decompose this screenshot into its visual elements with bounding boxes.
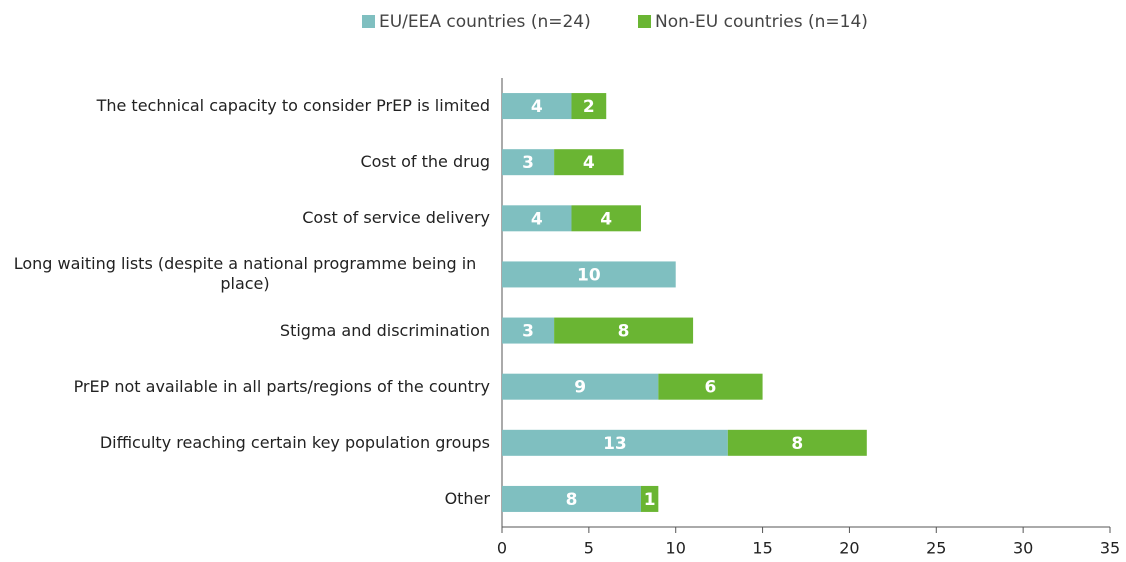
category-text: PrEP not available in all parts/regions … (73, 376, 490, 396)
category-label-box: PrEP not available in all parts/regions … (0, 359, 490, 415)
value-label: 10 (577, 265, 601, 285)
bar (502, 317, 555, 344)
category-text: Difficulty reaching certain key populati… (99, 432, 490, 452)
bar (502, 485, 641, 512)
x-tick-label: 0 (497, 539, 507, 558)
category-label: Difficulty reaching certain key populati… (0, 415, 490, 471)
value-label: 1 (644, 490, 656, 510)
x-tick-label: 30 (1013, 539, 1033, 558)
category-text: The technical capacity to consider PrEP … (96, 96, 490, 116)
category-label-box: Difficulty reaching certain key populati… (0, 415, 490, 471)
category-label-box: Long waiting lists (despite a national p… (0, 246, 490, 302)
category-text: Long waiting lists (despite a national p… (13, 254, 477, 294)
category-label-box: Cost of the drug (0, 134, 490, 190)
bar (502, 373, 659, 400)
value-label: 6 (705, 378, 717, 398)
value-label: 4 (531, 209, 543, 229)
category-label: Stigma and discrimination (0, 303, 490, 359)
x-tick-label: 25 (926, 539, 946, 558)
category-label: Cost of the drug (0, 134, 490, 190)
value-label: 9 (574, 378, 586, 398)
category-label-box: Other (0, 471, 490, 527)
category-label: Cost of service delivery (0, 190, 490, 246)
category-label-box: Cost of service delivery (0, 190, 490, 246)
category-text: Stigma and discrimination (279, 320, 490, 340)
bar (502, 93, 572, 120)
bar (727, 429, 867, 456)
bar (502, 261, 676, 288)
category-text: Cost of service delivery (302, 208, 490, 228)
x-tick-label: 10 (666, 539, 686, 558)
bar (571, 205, 641, 232)
bar (571, 93, 607, 120)
value-label: 3 (522, 153, 534, 173)
legend-label: Non-EU countries (n=14) (655, 12, 868, 32)
x-tick-label: 15 (752, 539, 772, 558)
value-label: 8 (618, 322, 630, 342)
legend-swatch (362, 15, 375, 28)
value-label: 4 (531, 97, 543, 117)
bar (640, 485, 659, 512)
category-text: Cost of the drug (360, 152, 490, 172)
legend-swatch (638, 15, 651, 28)
category-label-box: Stigma and discrimination (0, 303, 490, 359)
legend-label: EU/EEA countries (n=24) (379, 12, 591, 32)
value-label: 4 (600, 209, 612, 229)
category-label: The technical capacity to consider PrEP … (0, 78, 490, 134)
x-tick-label: 20 (839, 539, 859, 558)
bar (554, 317, 694, 344)
value-label: 2 (583, 97, 595, 117)
value-label: 4 (583, 153, 595, 173)
category-label: Long waiting lists (despite a national p… (0, 246, 490, 302)
x-tick-label: 35 (1100, 539, 1120, 558)
category-text: Other (444, 488, 490, 508)
category-label: Other (0, 471, 490, 527)
category-label-box: The technical capacity to consider PrEP … (0, 78, 490, 134)
value-label: 13 (603, 434, 627, 454)
value-label: 8 (791, 434, 803, 454)
bar (658, 373, 763, 400)
category-label: PrEP not available in all parts/regions … (0, 359, 490, 415)
bar (502, 205, 572, 232)
x-tick-label: 5 (584, 539, 594, 558)
value-label: 3 (522, 322, 534, 342)
value-label: 8 (566, 490, 578, 510)
bar (502, 429, 728, 456)
bar (554, 149, 624, 176)
bar (502, 149, 555, 176)
